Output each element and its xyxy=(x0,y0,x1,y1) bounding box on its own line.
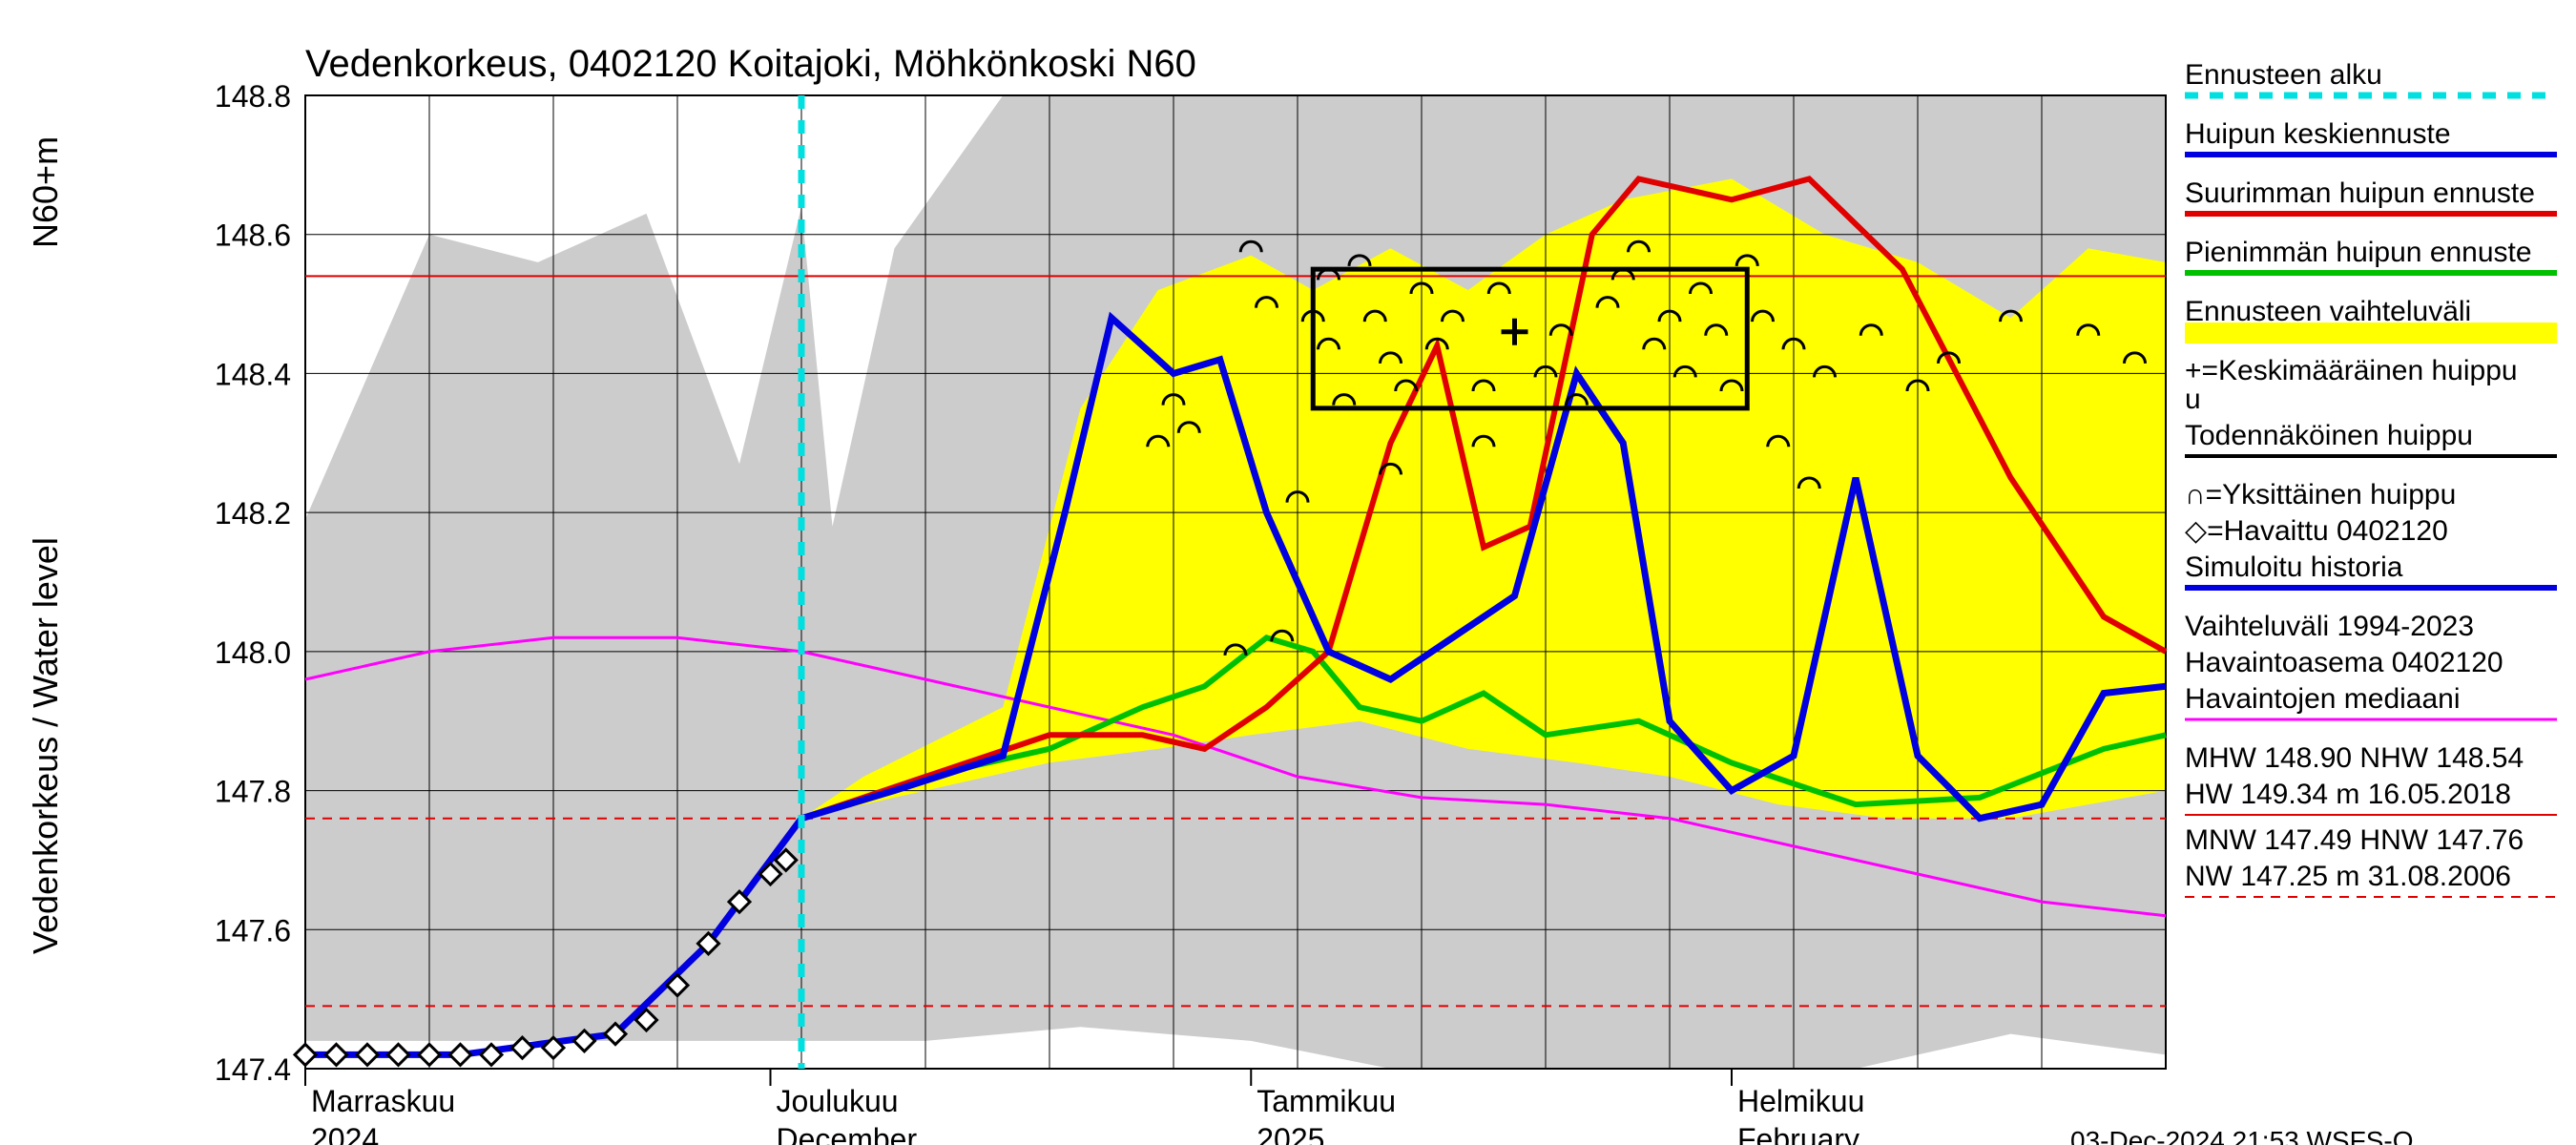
svg-text:February: February xyxy=(1737,1122,1859,1145)
svg-text:Vedenkorkeus, 0402120 Koitajok: Vedenkorkeus, 0402120 Koitajoki, Möhkönk… xyxy=(305,43,1196,85)
svg-text:148.2: 148.2 xyxy=(215,496,291,531)
svg-text:∩=Yksittäinen huippu: ∩=Yksittäinen huippu xyxy=(2185,479,2456,510)
svg-text:03-Dec-2024 21:53 WSFS-O: 03-Dec-2024 21:53 WSFS-O xyxy=(2070,1126,2414,1145)
svg-text:148.0: 148.0 xyxy=(215,635,291,670)
svg-text:Joulukuu: Joulukuu xyxy=(777,1084,899,1118)
svg-text:Marraskuu: Marraskuu xyxy=(311,1084,455,1118)
svg-text:Suurimman huipun ennuste: Suurimman huipun ennuste xyxy=(2185,177,2535,209)
observed-diamond xyxy=(450,1044,471,1065)
observed-diamond xyxy=(326,1044,347,1065)
svg-text:Havaintojen mediaani: Havaintojen mediaani xyxy=(2185,683,2461,715)
observed-diamond xyxy=(357,1044,378,1065)
svg-text:Helmikuu: Helmikuu xyxy=(1737,1084,1864,1118)
svg-text:147.4: 147.4 xyxy=(215,1052,291,1087)
svg-text:MNW 147.49 HNW 147.76: MNW 147.49 HNW 147.76 xyxy=(2185,824,2524,856)
svg-text:147.8: 147.8 xyxy=(215,775,291,809)
svg-text:Huipun keskiennuste: Huipun keskiennuste xyxy=(2185,118,2451,150)
svg-text:Simuloitu historia: Simuloitu historia xyxy=(2185,552,2403,583)
svg-text:Todennäköinen huippu: Todennäköinen huippu xyxy=(2185,420,2473,451)
legend-swatch xyxy=(2185,323,2557,344)
svg-text:◇=Havaittu 0402120: ◇=Havaittu 0402120 xyxy=(2185,515,2448,547)
svg-text:Vaihteluväli 1994-2023: Vaihteluväli 1994-2023 xyxy=(2185,611,2474,642)
water-level-chart: 147.4 147.6 147.8 148.0 148.2 148.4 148.6 148.8… xyxy=(0,0,2576,1145)
svg-text:Pienimmän huipun ennuste: Pienimmän huipun ennuste xyxy=(2185,237,2532,268)
svg-text:u: u xyxy=(2185,384,2201,415)
svg-text:NW 147.25 m 31.08.2006: NW 147.25 m 31.08.2006 xyxy=(2185,861,2511,892)
observed-diamond xyxy=(295,1044,316,1065)
observed-diamond xyxy=(419,1044,440,1065)
svg-text:Vedenkorkeus / Water level: Vedenkorkeus / Water level xyxy=(26,537,65,954)
svg-text:HW 149.34 m 16.05.2018: HW 149.34 m 16.05.2018 xyxy=(2185,779,2511,810)
svg-text:148.8: 148.8 xyxy=(215,79,291,114)
svg-text:Tammikuu: Tammikuu xyxy=(1257,1084,1396,1118)
svg-text:148.6: 148.6 xyxy=(215,219,291,253)
svg-text:Ennusteen alku: Ennusteen alku xyxy=(2185,59,2382,91)
svg-text:2024: 2024 xyxy=(311,1122,379,1145)
svg-text:MHW 148.90 NHW 148.54: MHW 148.90 NHW 148.54 xyxy=(2185,742,2524,774)
svg-text:+=Keskimääräinen huippu: +=Keskimääräinen huippu xyxy=(2185,355,2518,386)
svg-text:Havaintoasema 0402120: Havaintoasema 0402120 xyxy=(2185,647,2503,678)
svg-text:147.6: 147.6 xyxy=(215,913,291,947)
svg-text:148.4: 148.4 xyxy=(215,357,291,391)
svg-text:2025: 2025 xyxy=(1257,1122,1324,1145)
svg-text:N60+m: N60+m xyxy=(26,136,65,248)
svg-text:December: December xyxy=(777,1122,918,1145)
observed-diamond xyxy=(388,1044,409,1065)
